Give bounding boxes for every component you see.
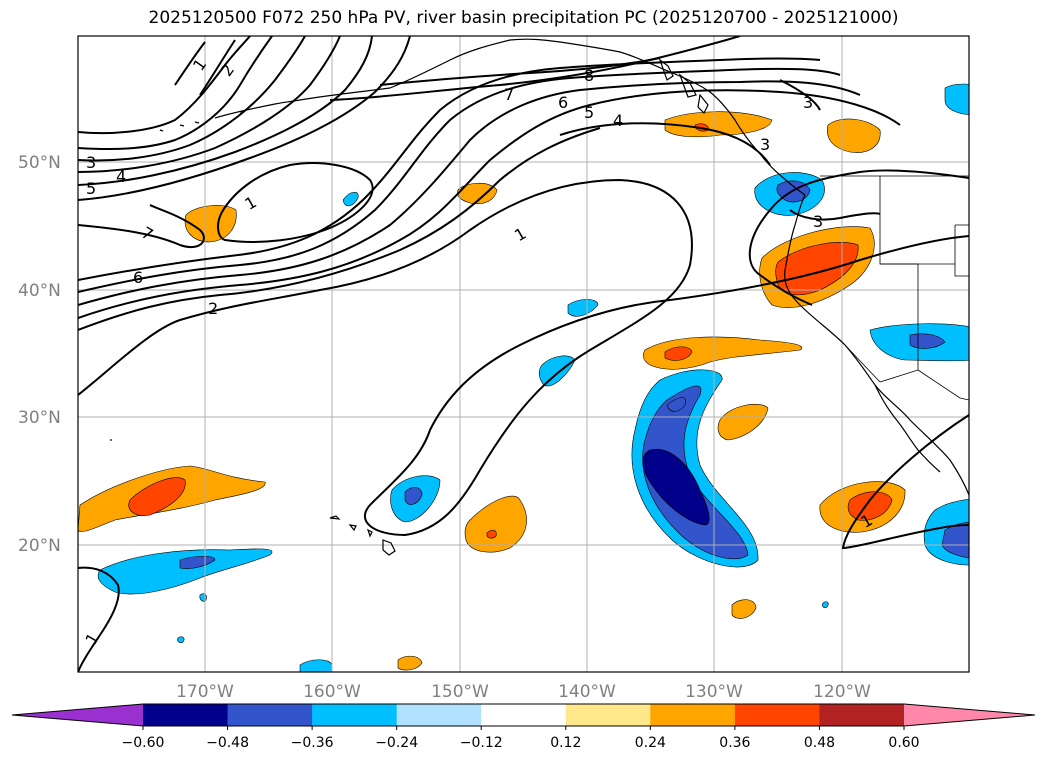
pv-contour-1-ridge	[748, 169, 969, 306]
pv-label: 6	[133, 268, 143, 287]
pv-contour-7	[78, 204, 205, 249]
colorbar-bin	[734, 704, 820, 726]
latitude-labels: 50°N 40°N 30°N 20°N	[18, 153, 61, 556]
pos-bc	[664, 111, 773, 138]
colorbar-bin	[565, 704, 651, 726]
pv-contour-5	[78, 67, 841, 293]
colorbar-tick-label: 0.48	[804, 735, 835, 751]
colorbar-bin	[227, 704, 313, 726]
hawaii	[329, 515, 396, 556]
pv-label: 4	[613, 111, 623, 130]
neg-ne-corner	[944, 83, 969, 116]
pv-label: 4	[116, 167, 126, 186]
political-borders	[820, 175, 969, 401]
pv-contour-1-sw	[78, 566, 120, 672]
pv-contour-4	[78, 80, 861, 306]
neg-band-central-core	[642, 448, 710, 526]
pos-small-east	[717, 404, 769, 441]
neg-mexico-core	[909, 333, 946, 349]
colorbar-tick-label: −0.24	[375, 735, 418, 751]
longitude-labels: 170°W 160°W 150°W 140°W 130°W 120°W	[176, 682, 871, 702]
colorbar-bin	[396, 704, 482, 726]
pv-contour-8	[379, 57, 661, 86]
pos-oregon-mid	[775, 242, 859, 296]
pos-west	[184, 205, 237, 243]
neg-small-3-core	[404, 487, 423, 505]
pos-small-bottom	[397, 655, 423, 671]
colorbar-tick-label: 0.36	[719, 735, 750, 751]
pv-contours	[78, 36, 969, 672]
pv-label: 3	[760, 135, 770, 154]
colorbar-bin	[312, 704, 398, 726]
precip-shading	[78, 83, 969, 672]
map-title: 2025120500 F072 250 hPa PV, river basin …	[148, 8, 899, 28]
pos-central-south-core	[486, 529, 497, 539]
pv-contour-6	[78, 57, 821, 281]
colorbar-bin	[819, 704, 905, 726]
lat-label-20n: 20°N	[18, 536, 61, 556]
pos-sw-core	[128, 477, 186, 516]
lat-label-40n: 40°N	[18, 281, 61, 301]
pos-ne	[827, 118, 881, 153]
pv-label: 8	[584, 66, 594, 85]
pv-label: 3	[86, 153, 96, 172]
pv-label: 7	[504, 85, 514, 104]
colorbar-tick-label: −0.12	[460, 735, 503, 751]
neg-small-6	[199, 593, 207, 602]
pv-label: 3	[813, 212, 823, 231]
neg-small-8	[177, 636, 185, 643]
lon-label-120w: 120°W	[813, 682, 871, 702]
colorbar-tick-label: 0.24	[635, 735, 666, 751]
pv-label: 5	[584, 103, 594, 122]
colorbar-bin	[650, 704, 736, 726]
colorbar: −0.60 −0.48 −0.36 −0.24 −0.12 0.12 0.24 0.36 0.4…	[11, 703, 1036, 751]
map-content: 1 2 3 4 5 6 7 8 1 2 3 4 5 6 7 1 1 1 3 3	[78, 36, 969, 672]
lon-label-170w: 170°W	[176, 682, 234, 702]
pv-contour-1-se	[841, 414, 969, 550]
lon-label-150w: 150°W	[431, 682, 489, 702]
pv-label: 2	[208, 299, 218, 318]
neg-small-2	[538, 355, 576, 387]
colorbar-extend-high	[904, 704, 1035, 726]
pos-central-north	[642, 336, 803, 370]
pos-central-north-core	[664, 346, 693, 361]
neg-sw-band-core	[179, 555, 216, 569]
pv-contour-2	[78, 127, 601, 331]
neg-se-corner-mid	[941, 521, 969, 558]
pv-label: 5	[86, 179, 96, 198]
pv-label: 3	[803, 93, 813, 112]
neg-small-4	[342, 191, 359, 207]
pv-contour-1-trough	[78, 178, 969, 537]
colorbar-tick-label: −0.48	[206, 735, 249, 751]
colorbar-tick-label: −0.36	[291, 735, 334, 751]
neg-small-7	[822, 601, 829, 608]
pv-contour-3	[78, 89, 901, 319]
pos-south-east-core	[847, 491, 893, 521]
neg-sw-band	[97, 548, 273, 595]
pos-central-south	[464, 495, 527, 553]
lat-label-50n: 50°N	[18, 153, 61, 173]
neg-band-central-spot	[666, 397, 686, 412]
colorbar-bin	[143, 704, 229, 726]
neg-band-central-mid	[642, 385, 749, 560]
lon-label-160w: 160°W	[303, 682, 361, 702]
colorbar-tick-label: −0.60	[122, 735, 165, 751]
pv-contour-3-east	[779, 79, 821, 111]
colorbar-tick-label: 0.60	[888, 735, 919, 751]
pv-label: 6	[558, 93, 568, 112]
neg-small-1	[567, 299, 599, 317]
lon-label-130w: 130°W	[685, 682, 743, 702]
lat-label-30n: 30°N	[18, 408, 61, 428]
colorbar-tick-label: 0.12	[550, 735, 581, 751]
colorbar-extend-low	[12, 704, 143, 726]
colorbar-bin	[481, 704, 567, 726]
lon-label-140w: 140°W	[558, 682, 616, 702]
pos-small-s	[731, 599, 757, 619]
map-frame	[77, 35, 970, 673]
